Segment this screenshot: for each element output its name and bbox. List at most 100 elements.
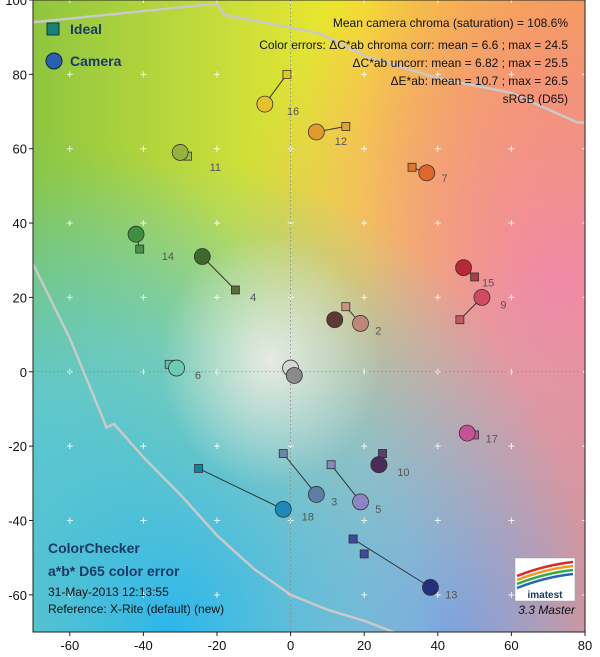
ideal-marker-18 (194, 464, 204, 473)
connector-3 (282, 453, 317, 495)
legend-camera-label: Camera (70, 53, 122, 69)
y-tick-label: 60 (13, 142, 27, 157)
annotation-chroma-corr: Color errors: ΔC*ab chroma corr: mean = … (259, 38, 568, 52)
grid-marker (214, 71, 220, 78)
grid-marker (361, 71, 368, 78)
chart-version: 3.3 Master (518, 603, 576, 617)
patch-label-16: 16 (287, 106, 299, 118)
grid-marker (434, 294, 441, 301)
camera-marker-5 (352, 493, 369, 511)
grid-marker (214, 591, 220, 598)
y-axis-ticks: 100 80 60 40 20 0 -20 -40 -60 (5, 0, 33, 603)
x-tick-label: -40 (134, 638, 153, 653)
patch-label-6: 6 (195, 370, 201, 382)
grid-marker (361, 591, 368, 598)
ideal-marker-3 (278, 449, 288, 458)
annotation-chroma: Mean camera chroma (saturation) = 108.6% (333, 16, 568, 30)
patch-label-12: 12 (335, 136, 347, 148)
patch-labels: 16 12 11 7 14 4 15 9 2 6 17 10 3 5 18 13 (162, 106, 507, 601)
grid-marker (214, 0, 220, 3)
annotation-delta-e: ΔE*ab: mean = 10.7 ; max = 26.5 (391, 74, 569, 88)
patch-label-10: 10 (397, 467, 409, 479)
patch-label-7: 7 (441, 173, 447, 185)
gamut-boundary (33, 2, 585, 632)
camera-marker-13 (422, 578, 439, 596)
grid-marker (508, 294, 515, 301)
ideal-marker-extra-1 (359, 549, 369, 559)
patch-label-13: 13 (445, 590, 457, 602)
camera-marker-1 (326, 311, 344, 329)
gamut-line-1 (33, 2, 585, 124)
grid-marker (434, 0, 441, 3)
plot-area: 16 12 11 7 14 4 15 9 2 6 17 10 3 5 18 13 (33, 0, 585, 632)
camera-marker-9 (473, 289, 491, 306)
grid-marker (582, 145, 585, 152)
grid-marker (434, 220, 441, 227)
grid-marker (287, 0, 294, 3)
grid-marker (582, 368, 585, 375)
grid-marker (140, 443, 147, 450)
grid-marker (508, 517, 515, 524)
ideal-marker-extra-2 (348, 534, 358, 544)
grid-marker (66, 0, 73, 3)
grid-marker (508, 443, 515, 450)
ideal-marker-4 (230, 285, 240, 295)
y-tick-label: 40 (13, 216, 27, 231)
camera-marker-3 (307, 486, 325, 503)
x-tick-label: -20 (208, 638, 227, 653)
x-tick-label: 80 (578, 638, 592, 653)
legend-ideal-label: Ideal (70, 21, 102, 37)
camera-marker-6 (168, 359, 185, 377)
camera-marker-22 (285, 367, 303, 384)
ideal-marker-16 (282, 69, 292, 79)
grid-marker (361, 294, 368, 301)
camera-marker-10 (370, 456, 388, 474)
annotation-chroma-uncorr: ΔC*ab uncorr: mean = 6.82 ; max = 25.5 (353, 56, 569, 70)
grid-marker (434, 443, 441, 450)
ideal-marker-5 (326, 460, 336, 470)
chart-title-block: ColorChecker a*b* D65 color error 31-May… (48, 540, 224, 616)
grid-marker (508, 71, 515, 78)
ideal-marker-12 (341, 122, 351, 131)
y-tick-label: 20 (13, 290, 27, 305)
camera-marker-4 (193, 248, 211, 265)
grid-marker (508, 0, 515, 3)
grid-marker (582, 71, 585, 78)
grid-marker (140, 220, 147, 227)
camera-marker-17 (458, 424, 476, 442)
grid-marker (582, 443, 585, 450)
logo-stripe-2 (516, 564, 574, 582)
grid-marker (582, 591, 585, 598)
grid-marker (214, 220, 220, 227)
grid-marker (508, 145, 515, 152)
grid-marker (361, 220, 368, 227)
grid-marker (434, 517, 441, 524)
x-tick-label: 40 (431, 638, 445, 653)
grid-marker (140, 591, 147, 598)
grid-marker (434, 71, 441, 78)
camera-marker-14 (127, 225, 145, 243)
x-tick-label: 0 (287, 638, 294, 653)
patch-label-3: 3 (331, 497, 337, 509)
chart-title: ColorChecker (48, 540, 140, 556)
axis-lines (33, 0, 585, 632)
patch-label-11: 11 (210, 162, 221, 174)
legend-camera-swatch (45, 52, 63, 70)
y-tick-label: -20 (8, 439, 27, 454)
ideal-marker-14 (135, 244, 145, 254)
ideal-marker-9 (455, 315, 465, 325)
logo-stripe-3 (516, 568, 574, 586)
chart-date: 31-May-2013 12:13:55 (48, 585, 169, 599)
patch-label-2: 2 (375, 326, 381, 338)
grid-marker (66, 517, 73, 524)
imatest-logo: imatest 3.3 Master (514, 557, 576, 617)
grid-marker (434, 145, 441, 152)
camera-marker-15 (455, 259, 472, 277)
grid-marker (582, 294, 585, 301)
grid-marker (508, 591, 515, 598)
plot-shade-center (33, 0, 585, 632)
patch-label-5: 5 (375, 504, 381, 516)
chart-reference: Reference: X-Rite (default) (new) (48, 602, 224, 616)
camera-marker-7 (418, 164, 436, 182)
